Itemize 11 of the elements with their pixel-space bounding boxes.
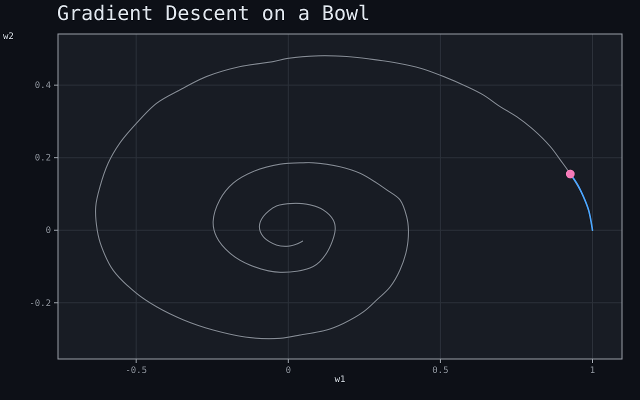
x-tick-label: 0: [286, 366, 291, 376]
y-axis-title: w2: [3, 32, 14, 42]
x-tick-label: -0.5: [125, 366, 148, 376]
y-tick-label: 0.2: [34, 154, 51, 164]
y-tick-label: -0.2: [29, 298, 51, 309]
y-tick-label: 0: [46, 226, 51, 236]
x-tick-label: 1: [590, 366, 596, 376]
chart-title: Gradient Descent on a Bowl: [57, 1, 370, 25]
x-axis-title: w1: [334, 375, 346, 385]
x-tick-label: 0.5: [432, 366, 449, 376]
y-tick-label: 0.4: [34, 81, 51, 92]
